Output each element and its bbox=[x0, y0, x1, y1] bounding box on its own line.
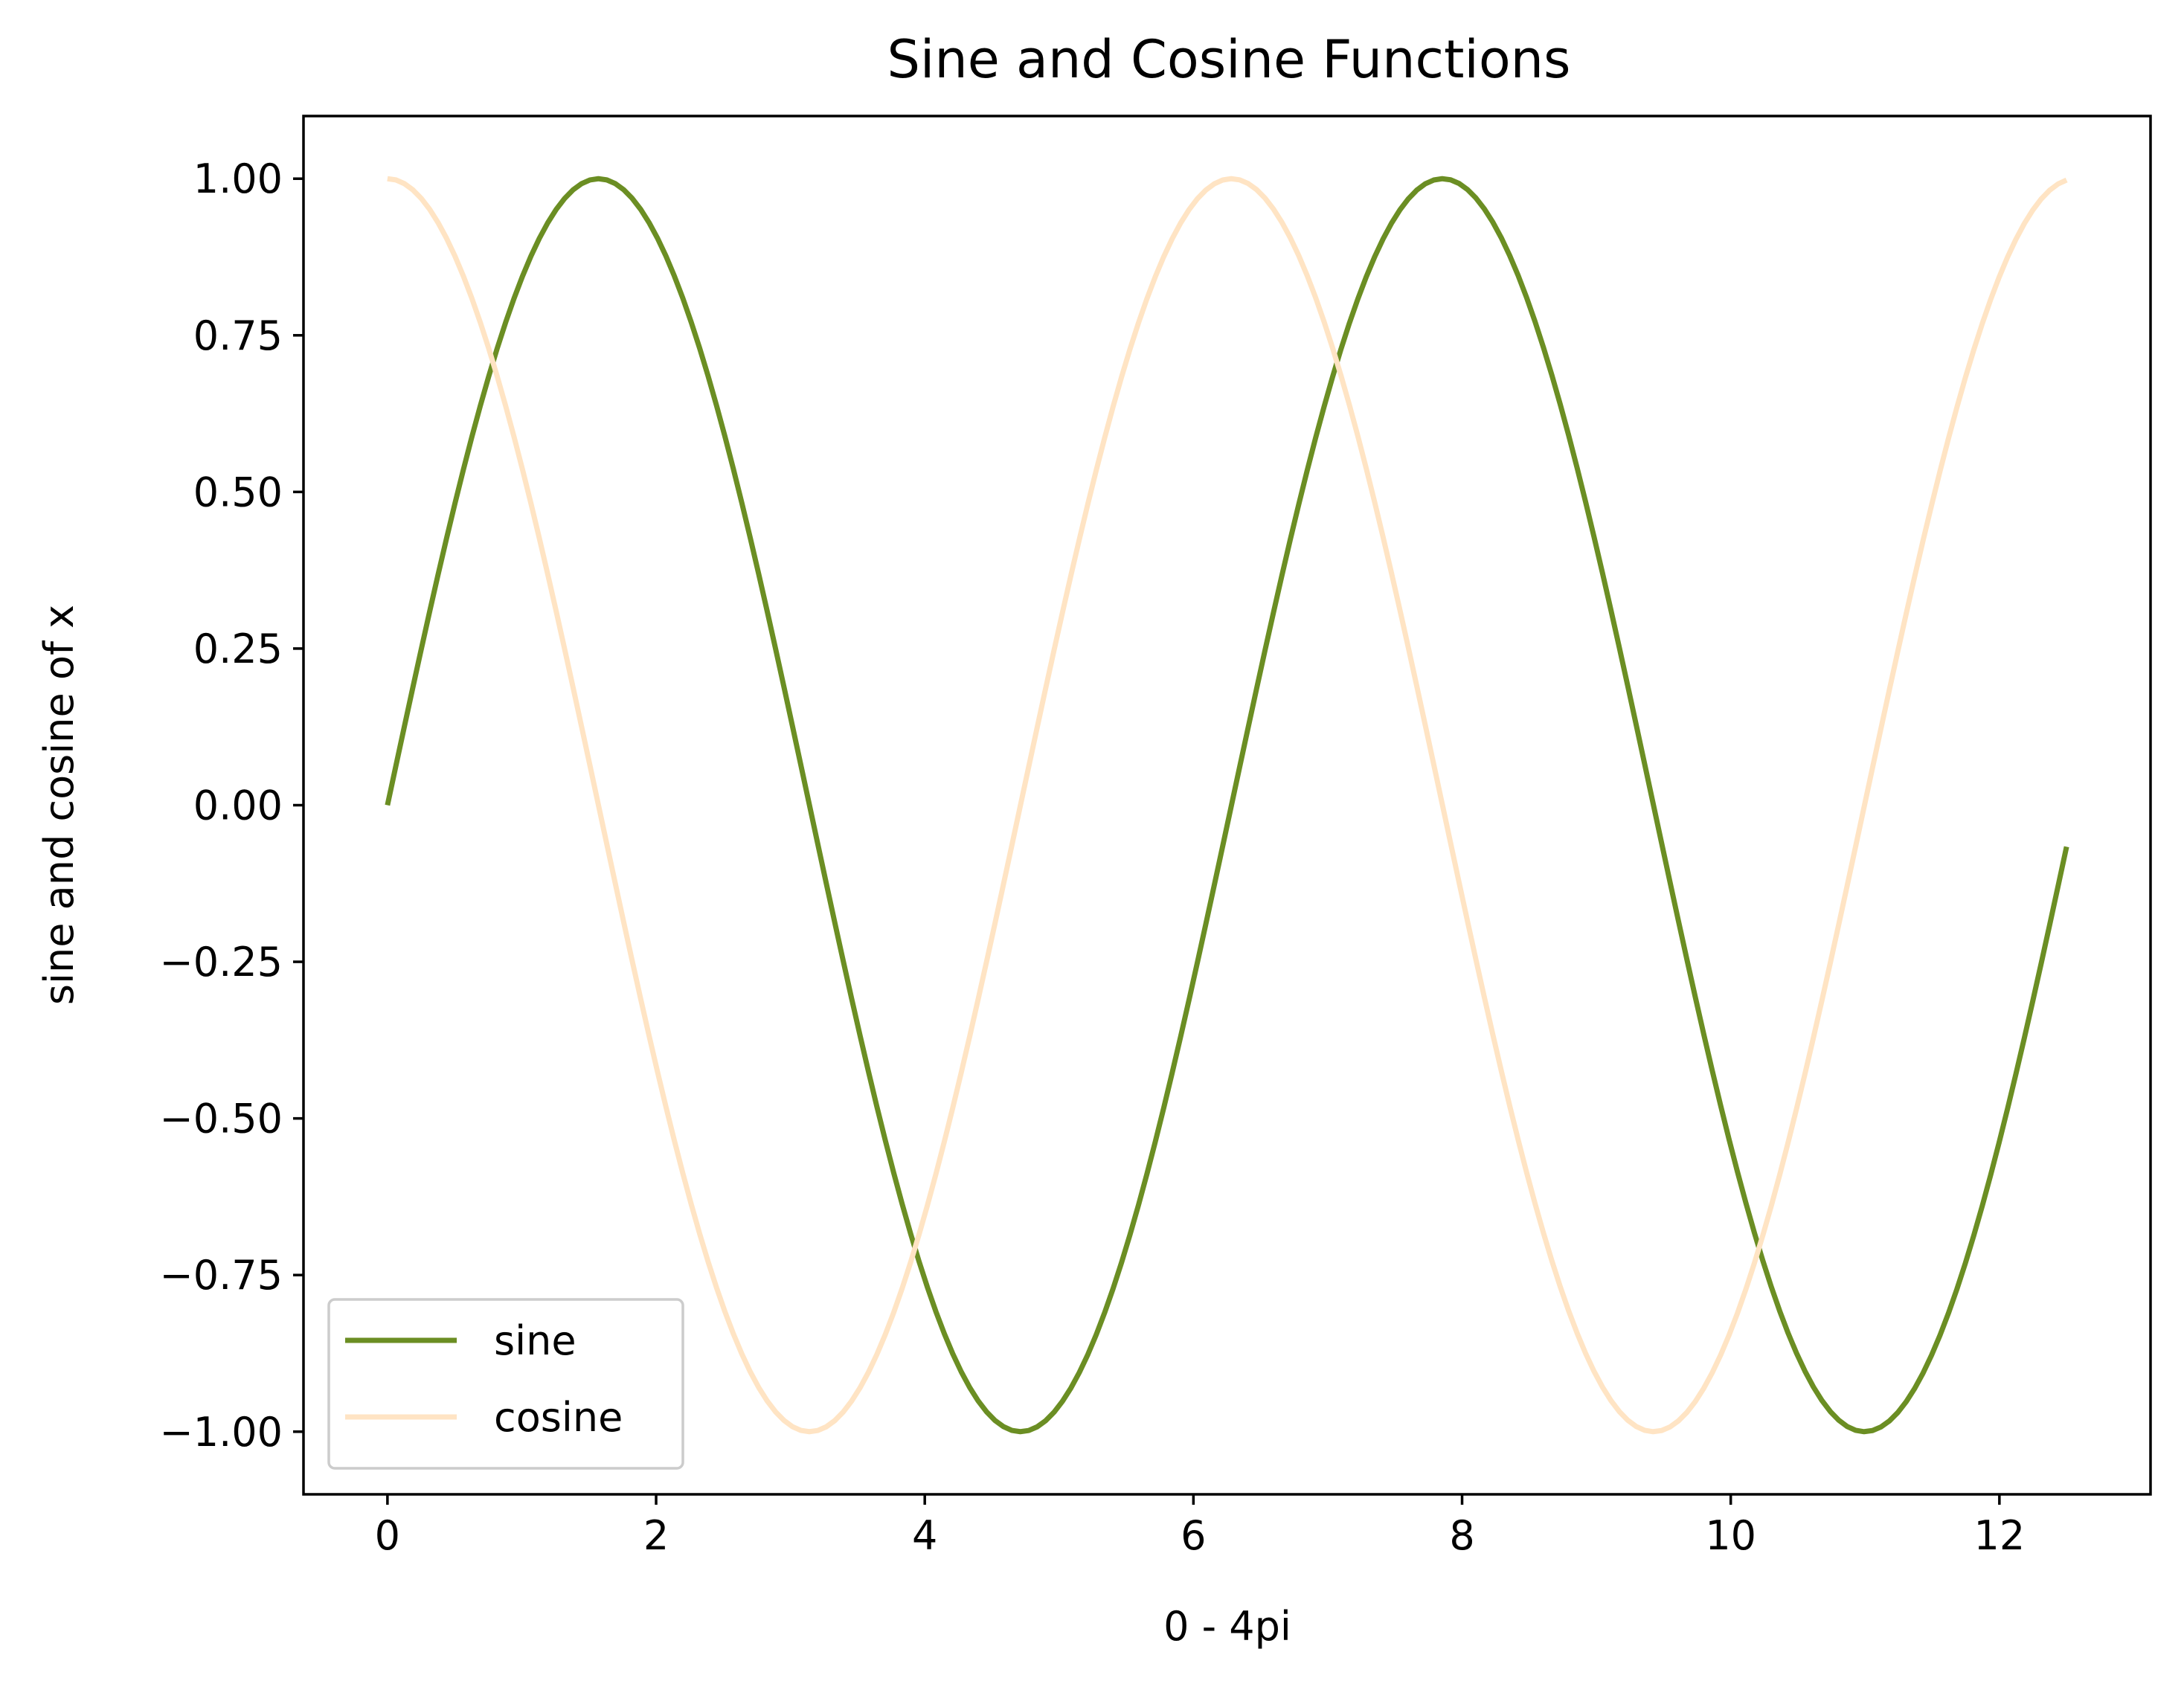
y-tick-label: −1.00 bbox=[160, 1409, 283, 1456]
series-line-cosine bbox=[387, 176, 2068, 1435]
y-tick-label: −0.50 bbox=[160, 1096, 283, 1143]
legend: sine cosine bbox=[327, 1298, 684, 1470]
series-layer bbox=[385, 176, 2069, 1435]
x-tick-label: 12 bbox=[1973, 1512, 2025, 1559]
chart-title: Sine and Cosine Functions bbox=[887, 29, 1570, 90]
y-tick-label: 0.00 bbox=[193, 782, 283, 829]
y-tick-label: 0.25 bbox=[193, 626, 283, 672]
x-axis: 0 2 4 6 8 10 12 bbox=[375, 1494, 2025, 1559]
legend-label-sine: sine bbox=[494, 1317, 576, 1364]
series-line-sine bbox=[385, 176, 2069, 1435]
x-axis-label: 0 - 4pi bbox=[1163, 1603, 1291, 1650]
x-tick-label: 2 bbox=[643, 1512, 669, 1559]
y-tick-label: 1.00 bbox=[193, 155, 283, 202]
x-tick-label: 10 bbox=[1705, 1512, 1756, 1559]
y-tick-label: −0.25 bbox=[160, 939, 283, 986]
y-tick-label: 0.50 bbox=[193, 469, 283, 515]
plot-background bbox=[303, 116, 2151, 1494]
x-tick-label: 0 bbox=[375, 1512, 400, 1559]
legend-label-cosine: cosine bbox=[494, 1394, 623, 1441]
y-axis: 1.00 0.75 0.50 0.25 0.00 −0.25 −0.50 −0.75 −1.00 bbox=[160, 155, 303, 1456]
x-tick-label: 8 bbox=[1449, 1512, 1474, 1559]
x-tick-label: 6 bbox=[1181, 1512, 1206, 1559]
plot-area bbox=[302, 115, 2152, 1496]
x-tick-label: 4 bbox=[912, 1512, 937, 1559]
y-tick-label: −0.75 bbox=[160, 1252, 283, 1299]
y-axis-label: sine and cosine of x bbox=[36, 605, 83, 1005]
y-tick-label: 0.75 bbox=[193, 312, 283, 359]
